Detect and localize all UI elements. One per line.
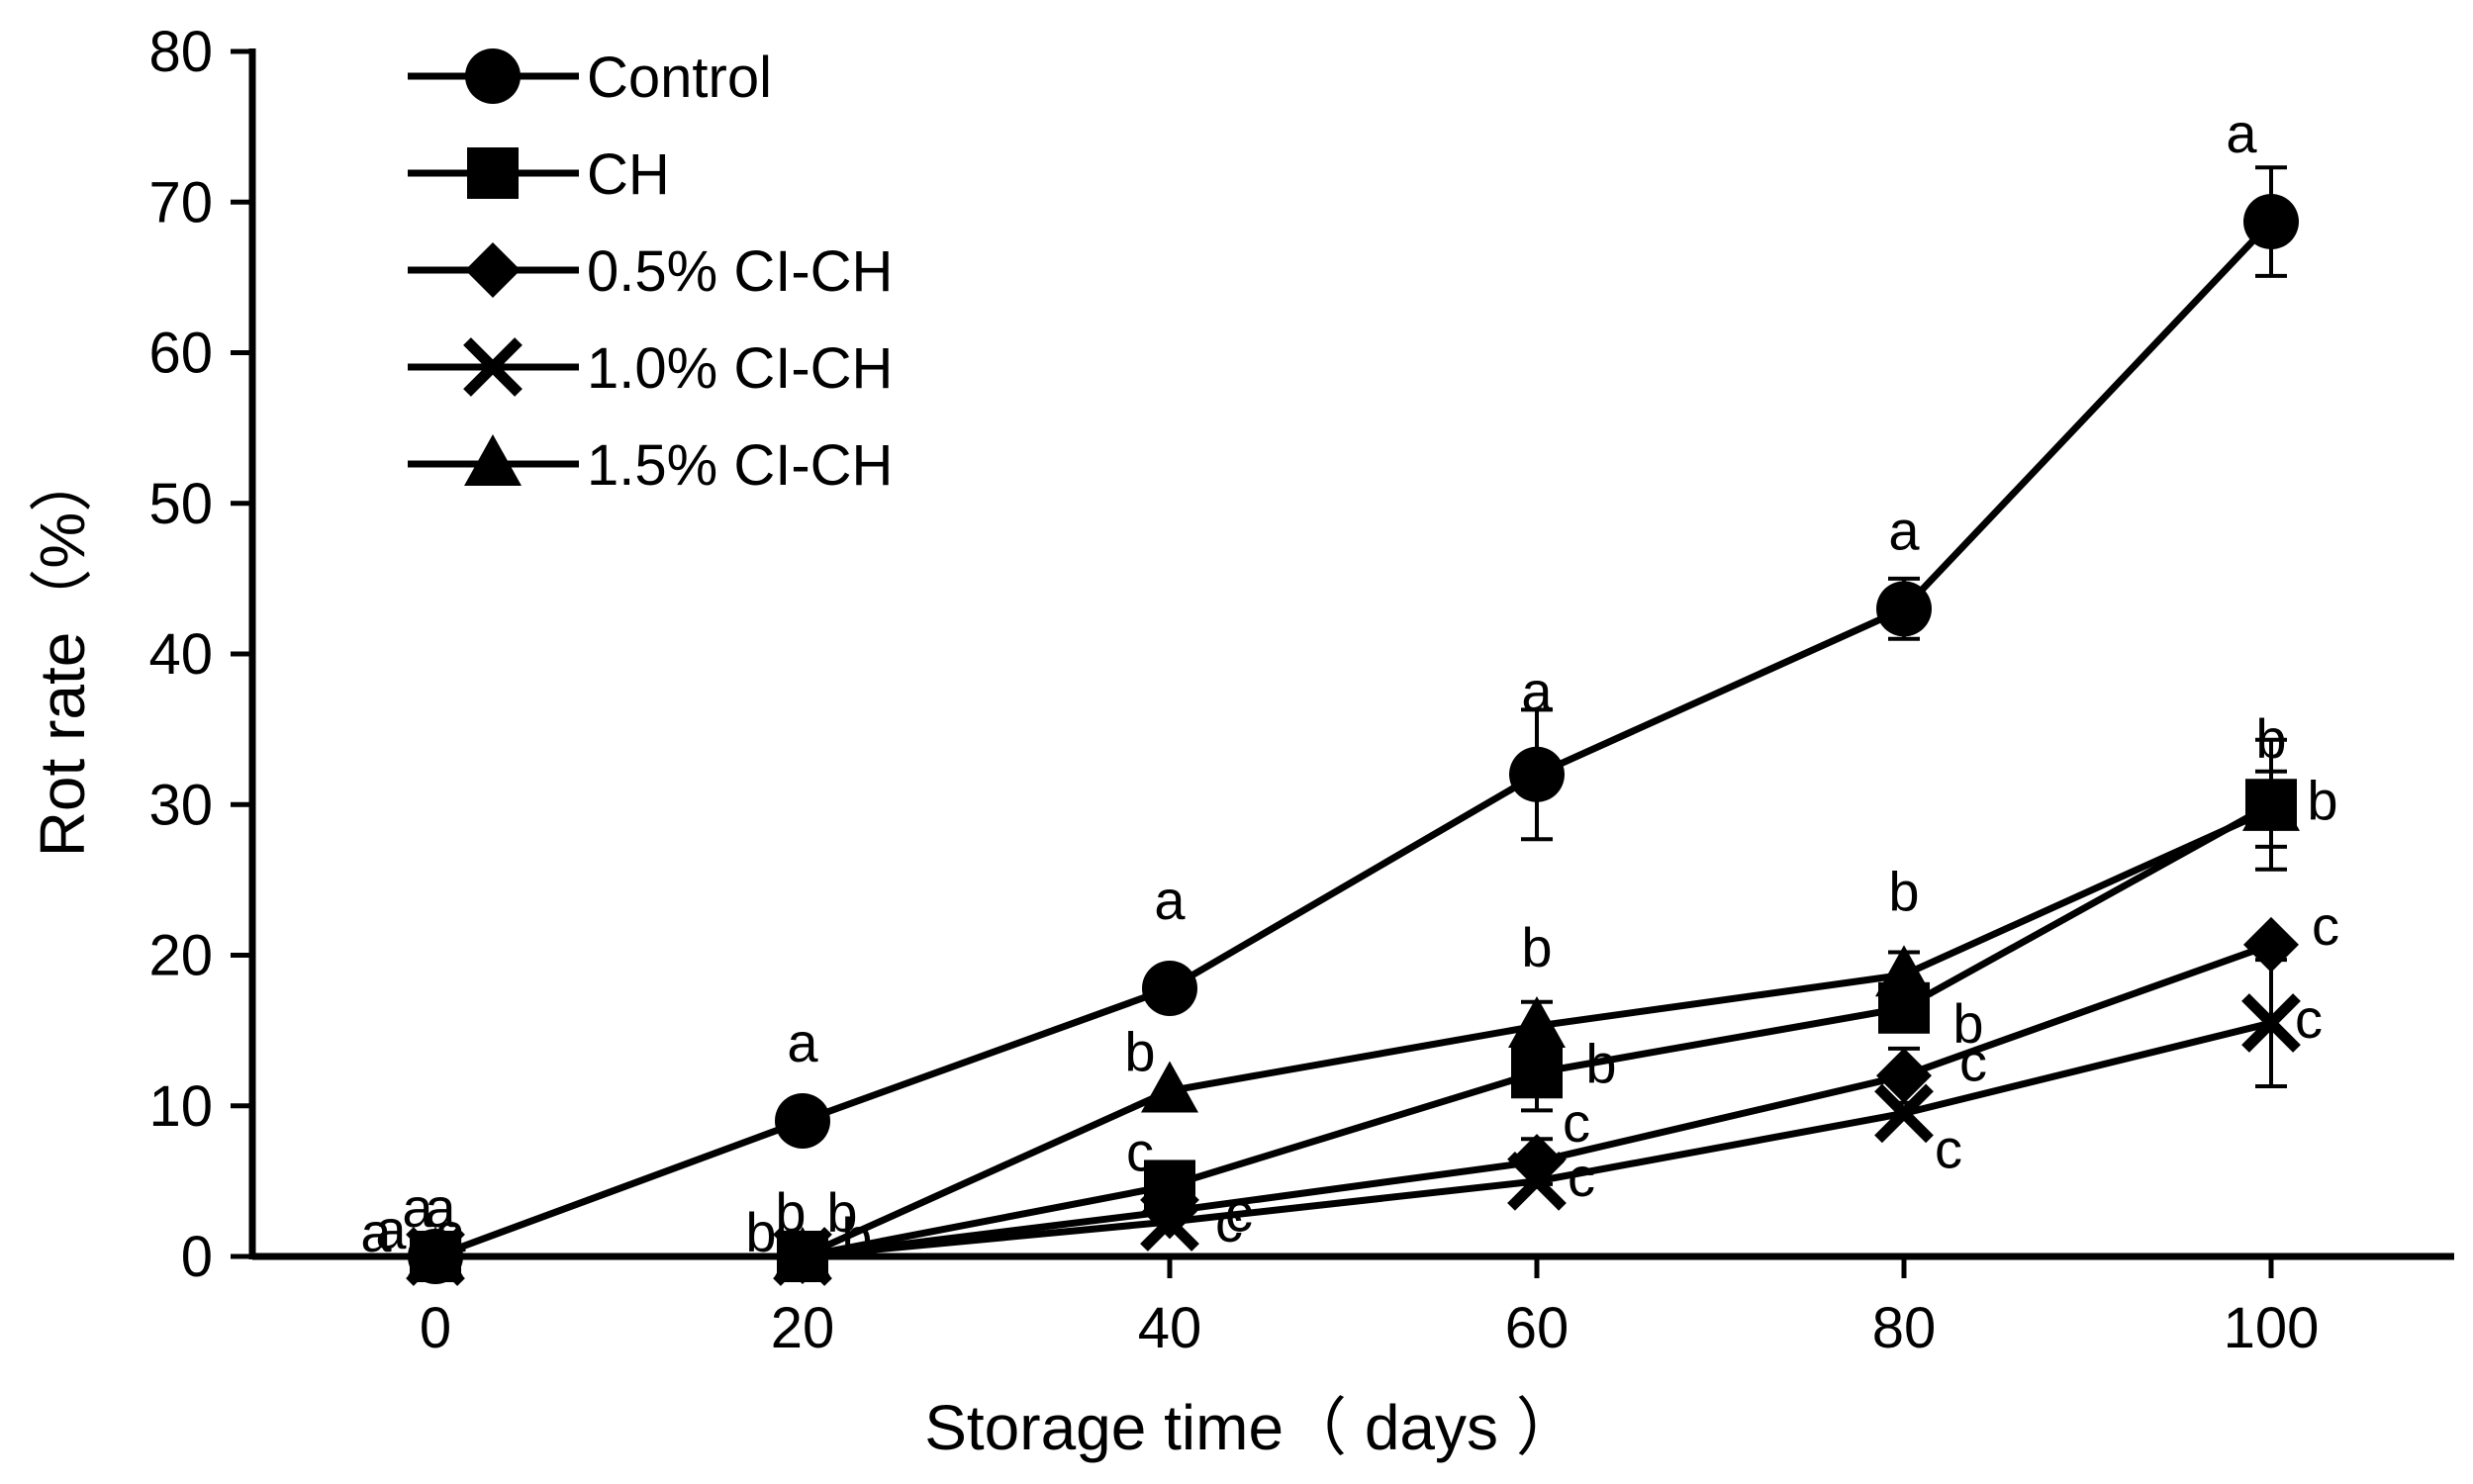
significance-letter: a xyxy=(1521,660,1553,722)
series-line-2 xyxy=(435,941,2273,1260)
significance-letter: b xyxy=(1124,1021,1155,1083)
significance-letter: c xyxy=(1959,1030,1987,1092)
series-lines xyxy=(433,219,2274,1260)
significance-letter: c xyxy=(1563,1091,1590,1154)
legend-item-1: CH xyxy=(408,142,670,207)
x-tick-label: 80 xyxy=(1872,1296,1937,1360)
data-point-diamond xyxy=(1509,1134,1565,1190)
legend-label: Control xyxy=(587,46,772,110)
legend-item-0: Control xyxy=(408,46,772,110)
y-tick-label: 0 xyxy=(181,1225,213,1289)
data-point-triangle xyxy=(2242,779,2300,831)
significance-letter: a xyxy=(2226,102,2257,164)
y-axis-ticks: 0 10 20 30 40 50 60 70 80 xyxy=(148,20,252,1289)
x-tick-label: 100 xyxy=(2224,1296,2320,1360)
data-points xyxy=(406,194,2301,1286)
y-tick-label: 10 xyxy=(148,1074,213,1139)
x-tick-label: 0 xyxy=(420,1296,451,1360)
significance-letter: c xyxy=(1568,1146,1595,1208)
data-point-diamond xyxy=(2243,916,2299,973)
legend-label: 1.5% CI-CH xyxy=(587,433,893,498)
significance-letter: c xyxy=(1215,1191,1243,1253)
legend-label: 0.5% CI-CH xyxy=(587,239,893,304)
y-axis-label: Rot rate（%） xyxy=(27,449,98,858)
significance-letter: c xyxy=(1935,1117,1962,1179)
significance-letter: a xyxy=(787,1011,818,1073)
significance-letter: b xyxy=(1585,1032,1616,1094)
data-point-circle xyxy=(1509,746,1565,802)
data-point-circle xyxy=(1142,960,1197,1016)
x-axis-ticks: 0 20 40 60 80 100 xyxy=(420,1256,2320,1360)
significance-letter: a xyxy=(425,1176,456,1239)
legend-marker-diamond xyxy=(465,242,521,298)
data-point-x xyxy=(1140,1192,1199,1252)
significance-letter: c xyxy=(2295,987,2323,1050)
series-line-4 xyxy=(435,805,2273,1260)
significance-letter: b xyxy=(841,1206,872,1268)
significance-letter: c xyxy=(1126,1120,1154,1182)
significance-letter: b xyxy=(745,1201,776,1263)
y-tick-label: 70 xyxy=(148,170,213,234)
legend-label: CH xyxy=(587,142,670,207)
data-point-x xyxy=(1874,1083,1934,1144)
y-tick-label: 20 xyxy=(148,924,213,988)
significance-letter: b xyxy=(1952,992,1983,1055)
x-tick-label: 40 xyxy=(1138,1296,1202,1360)
legend-item-4: 1.5% CI-CH xyxy=(408,433,893,498)
data-point-triangle xyxy=(407,1227,464,1278)
legend-marker-circle xyxy=(465,48,521,104)
data-point-triangle xyxy=(1508,996,1566,1049)
data-point-triangle xyxy=(774,1227,831,1278)
data-point-x xyxy=(1507,1151,1567,1211)
significance-letter: a xyxy=(375,1198,407,1260)
y-tick-label: 60 xyxy=(148,322,213,386)
series-line-0 xyxy=(433,219,2274,1260)
data-point-circle xyxy=(775,1092,830,1149)
significance-letter: a xyxy=(360,1201,392,1263)
significance-letter: a xyxy=(1154,869,1186,931)
y-tick-label: 30 xyxy=(148,773,213,837)
y-tick-label: 80 xyxy=(148,20,213,84)
data-point-circle xyxy=(2243,194,2299,250)
data-point-diamond xyxy=(1142,1183,1197,1240)
y-tick-label: 40 xyxy=(148,622,213,687)
data-point-diamond xyxy=(1876,1048,1932,1104)
x-tick-label: 20 xyxy=(771,1296,835,1360)
data-point-square xyxy=(1511,1047,1563,1099)
legend-marker-x xyxy=(463,337,523,397)
legend-item-3: 1.0% CI-CH xyxy=(408,336,893,401)
significance-letter: a xyxy=(1888,499,1920,561)
legend-marker-square xyxy=(467,147,519,199)
data-point-triangle xyxy=(1141,1061,1198,1113)
data-point-circle xyxy=(1876,581,1932,637)
significance-letter: c xyxy=(2312,894,2339,957)
significance-letter: b xyxy=(2255,707,2286,770)
legend-label: 1.0% CI-CH xyxy=(587,336,893,401)
significance-letter: a xyxy=(434,1201,466,1263)
data-point-x xyxy=(2241,993,2301,1053)
significance-letter: b xyxy=(2307,769,2337,831)
significance-letter: c xyxy=(1225,1180,1253,1243)
significance-letter: b xyxy=(1888,860,1919,922)
legend: Control CH 0.5% CI-CH 1.0% CI-CH 1.5% CI-CH xyxy=(408,46,893,498)
legend-item-2: 0.5% CI-CH xyxy=(408,239,893,304)
significance-letter: b xyxy=(1521,916,1552,978)
significance-letter: b xyxy=(775,1181,806,1244)
legend-marker-triangle xyxy=(464,434,522,486)
significance-letter: b xyxy=(826,1181,857,1244)
axes xyxy=(248,48,2454,1260)
significance-letter: a xyxy=(402,1176,433,1239)
y-tick-label: 50 xyxy=(148,472,213,536)
x-tick-label: 60 xyxy=(1505,1296,1569,1360)
x-axis-label: Storage time（ days ） xyxy=(924,1392,1579,1463)
data-point-triangle xyxy=(1875,945,1933,997)
